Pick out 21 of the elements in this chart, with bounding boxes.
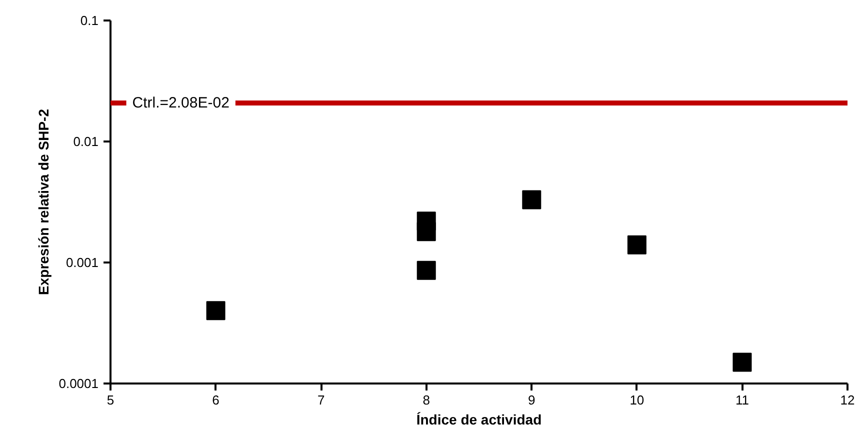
point xyxy=(732,352,752,372)
x-tick-label: 6 xyxy=(212,392,220,408)
x-tick-label: 11 xyxy=(735,392,749,408)
ref-line-label: Ctrl.=2.08E-02 xyxy=(132,94,230,112)
x-tick-label: 9 xyxy=(528,392,536,408)
y-tick-label: 0.0001 xyxy=(58,376,99,391)
point xyxy=(206,301,226,320)
point xyxy=(522,190,542,210)
x-tick-label: 7 xyxy=(317,392,325,408)
x-tick-label: 12 xyxy=(840,392,855,408)
point xyxy=(416,222,436,242)
y-tick-label: 0.001 xyxy=(66,255,99,270)
y-tick-label: 0.01 xyxy=(73,134,99,149)
y-axis-title: Expresión relativa de SHP-2 xyxy=(36,108,52,295)
y-tick-label: 0.1 xyxy=(80,13,99,28)
point xyxy=(627,235,646,254)
x-tick-label: 8 xyxy=(422,392,430,408)
x-axis-title: Índice de actividad xyxy=(416,412,542,428)
x-tick-label: 5 xyxy=(106,392,114,408)
x-tick-label: 10 xyxy=(630,392,644,408)
point xyxy=(416,260,436,280)
